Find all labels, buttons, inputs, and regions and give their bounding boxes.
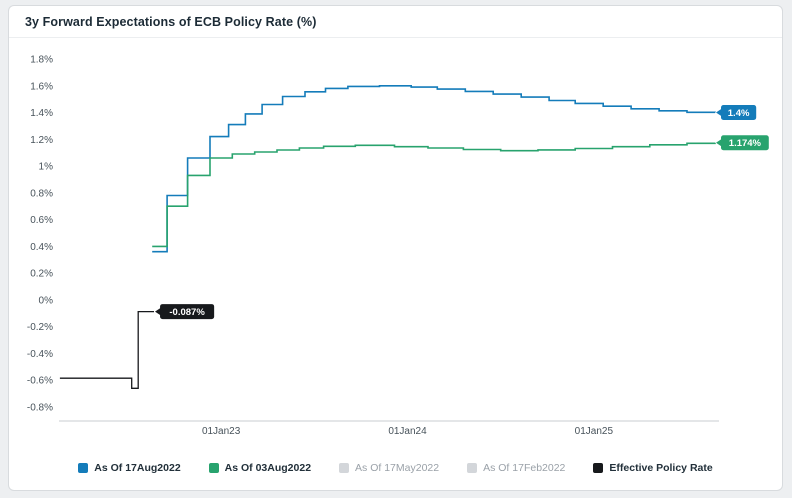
legend-label: Effective Policy Rate <box>609 462 713 474</box>
legend-swatch-icon <box>339 463 350 473</box>
legend-item-as-of-03aug2022[interactable]: As Of 03Aug2022 <box>208 462 312 474</box>
y-tick-label: -0.4% <box>27 349 53 360</box>
series-line-as-of-03aug2022[interactable] <box>152 142 716 248</box>
y-tick-label: 0.4% <box>30 242 53 253</box>
chart-title: 3y Forward Expectations of ECB Policy Ra… <box>25 15 317 29</box>
y-tick-label: 1.4% <box>30 108 53 119</box>
y-tick-label: 0.6% <box>30 215 53 226</box>
value-badge-as-of-17aug2022: 1.4% <box>716 105 757 121</box>
y-tick-label: 1.6% <box>30 81 53 92</box>
legend-item-as-of-17aug2022[interactable]: As Of 17Aug2022 <box>78 462 181 474</box>
y-tick-label: -0.2% <box>27 322 53 333</box>
y-tick-label: 1.2% <box>30 135 53 146</box>
y-tick-label: 0.8% <box>30 188 53 199</box>
legend-label: As Of 17Aug2022 <box>94 462 181 474</box>
chart-header: 3y Forward Expectations of ECB Policy Ra… <box>9 6 782 38</box>
x-tick-label: 01Jan25 <box>575 426 614 437</box>
y-tick-label: -0.6% <box>27 376 53 387</box>
badge-value: 1.174% <box>729 138 762 149</box>
legend-swatch-icon <box>467 463 478 473</box>
y-tick-label: 1.8% <box>30 55 53 66</box>
badge-arrow-icon <box>716 108 722 117</box>
value-badge-as-of-03aug2022: 1.174% <box>716 135 769 151</box>
chart-card: 3y Forward Expectations of ECB Policy Ra… <box>8 5 783 491</box>
series-line-effective-policy-rate[interactable] <box>59 310 154 389</box>
badge-background <box>721 135 769 151</box>
value-badge-effective-policy-rate: -0.087% <box>155 304 215 320</box>
series-line-as-of-17aug2022[interactable] <box>152 85 716 253</box>
legend-item-effective-policy-rate[interactable]: Effective Policy Rate <box>593 462 713 474</box>
badge-background <box>721 105 757 121</box>
legend-swatch-icon <box>593 463 604 473</box>
chart-svg: 1.8% 1.6% 1.4% 1.2% 1% 0.8% 0.6% 0.4% 0.2% 0% -0.2… <box>27 55 769 437</box>
legend-label: As Of 17Feb2022 <box>483 462 566 474</box>
legend-label: As Of 17May2022 <box>355 462 440 474</box>
y-tick-label: 0% <box>39 295 54 306</box>
y-tick-label: -0.8% <box>27 403 53 414</box>
legend-item-as-of-17may2022[interactable]: As Of 17May2022 <box>339 462 439 474</box>
badge-arrow-icon <box>716 138 722 147</box>
legend-swatch-icon <box>208 463 219 473</box>
x-tick-label: 01Jan23 <box>202 426 241 437</box>
legend: As Of 17Aug2022 As Of 03Aug2022 As Of 17Ma… <box>9 462 782 474</box>
plot-area[interactable]: 1.8% 1.6% 1.4% 1.2% 1% 0.8% 0.6% 0.4% 0.2% 0% -0.2… <box>9 6 783 446</box>
badge-value: -0.087% <box>169 307 205 318</box>
y-tick-label: 0.2% <box>30 269 53 280</box>
legend-swatch-icon <box>78 463 89 473</box>
y-tick-label: 1% <box>39 162 54 173</box>
badge-arrow-icon <box>155 307 162 316</box>
x-tick-label: 01Jan24 <box>388 426 427 437</box>
legend-label: As Of 03Aug2022 <box>224 462 312 474</box>
badge-value: 1.4% <box>728 108 750 119</box>
legend-item-as-of-17feb2022[interactable]: As Of 17Feb2022 <box>467 462 565 474</box>
badge-background <box>160 304 215 320</box>
